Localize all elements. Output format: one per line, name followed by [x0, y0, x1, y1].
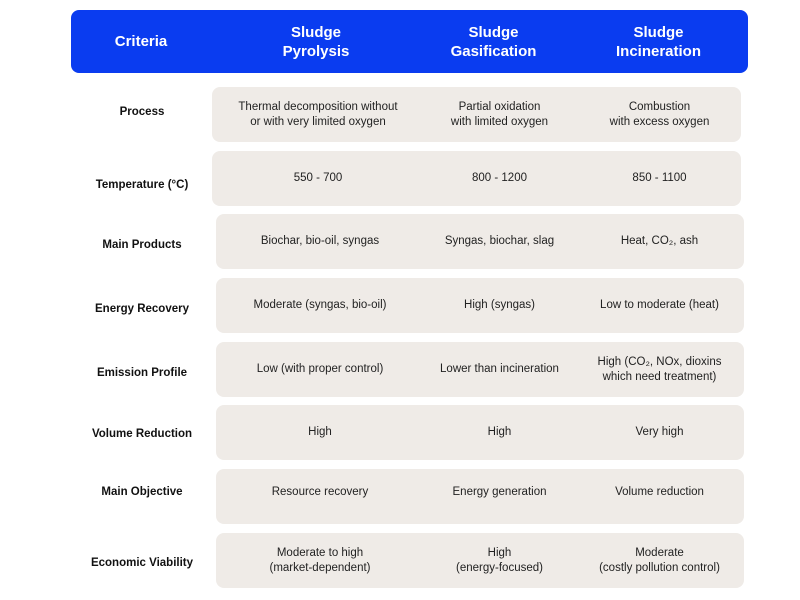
cell-pyrolysis: 550 - 700 — [293, 172, 343, 184]
row-label-energy-recovery: Energy Recovery — [95, 303, 189, 315]
cell-gasification: 800 - 1200 — [472, 172, 527, 184]
cell-gasification: Partial oxidation with limited oxygen — [450, 100, 549, 128]
table-row: Moderate (syngas, bio-oil) High (syngas)… — [216, 278, 744, 333]
header-incineration: Sludge Incineration — [615, 23, 701, 60]
table-row: Low (with proper control) Lower than inc… — [216, 342, 744, 397]
cell-pyrolysis: Moderate to high (market-dependent) — [269, 546, 371, 574]
cell-pyrolysis: High — [308, 426, 332, 438]
table-row: 550 - 700 800 - 1200 850 - 1100 — [212, 151, 741, 206]
cell-incineration: 850 - 1100 — [632, 172, 687, 184]
row-label-economic-viability: Economic Viability — [90, 557, 194, 569]
table-row: Thermal decomposition without or with ve… — [212, 87, 741, 142]
cell-pyrolysis: Moderate (syngas, bio-oil) — [253, 299, 387, 311]
table-row: Biochar, bio-oil, syngas Syngas, biochar… — [216, 214, 744, 269]
cell-incineration: Volume reduction — [615, 486, 704, 498]
cell-incineration: Very high — [635, 426, 684, 438]
row-label-main-products: Main Products — [102, 239, 182, 251]
cell-gasification: High (syngas) — [464, 299, 535, 311]
table-row: Moderate to high (market-dependent) High… — [216, 533, 744, 588]
table-row: High High Very high — [216, 405, 744, 460]
cell-pyrolysis: Thermal decomposition without or with ve… — [238, 100, 398, 128]
row-label-process: Process — [119, 106, 165, 118]
header-criteria: Criteria — [114, 33, 168, 50]
cell-gasification: High — [487, 426, 512, 438]
cell-incineration: Heat, CO₂, ash — [620, 235, 699, 247]
table-header: Criteria Sludge Pyrolysis Sludge Gasific… — [71, 10, 748, 73]
header-pyrolysis: Sludge Pyrolysis — [282, 23, 350, 60]
cell-pyrolysis: Low (with proper control) — [256, 363, 384, 375]
row-label-main-objective: Main Objective — [101, 486, 183, 498]
table-row: Resource recovery Energy generation Volu… — [216, 469, 744, 524]
cell-incineration: Combustion with excess oxygen — [609, 100, 710, 128]
cell-pyrolysis: Biochar, bio-oil, syngas — [260, 235, 380, 247]
row-label-emission-profile: Emission Profile — [96, 367, 188, 379]
header-gasification: Sludge Gasification — [450, 23, 537, 60]
cell-gasification: High (energy-focused) — [456, 546, 543, 574]
row-label-volume-reduction: Volume Reduction — [91, 428, 193, 440]
cell-gasification: Syngas, biochar, slag — [444, 235, 555, 247]
cell-incineration: Low to moderate (heat) — [600, 299, 719, 311]
cell-incineration: Moderate (costly pollution control) — [599, 546, 720, 574]
row-label-temperature: Temperature (°C) — [95, 179, 189, 191]
cell-pyrolysis: Resource recovery — [271, 486, 369, 498]
cell-incineration: High (CO₂, NOx, dioxins which need treat… — [597, 355, 722, 383]
cell-gasification: Energy generation — [452, 486, 547, 498]
cell-gasification: Lower than incineration — [440, 363, 559, 375]
